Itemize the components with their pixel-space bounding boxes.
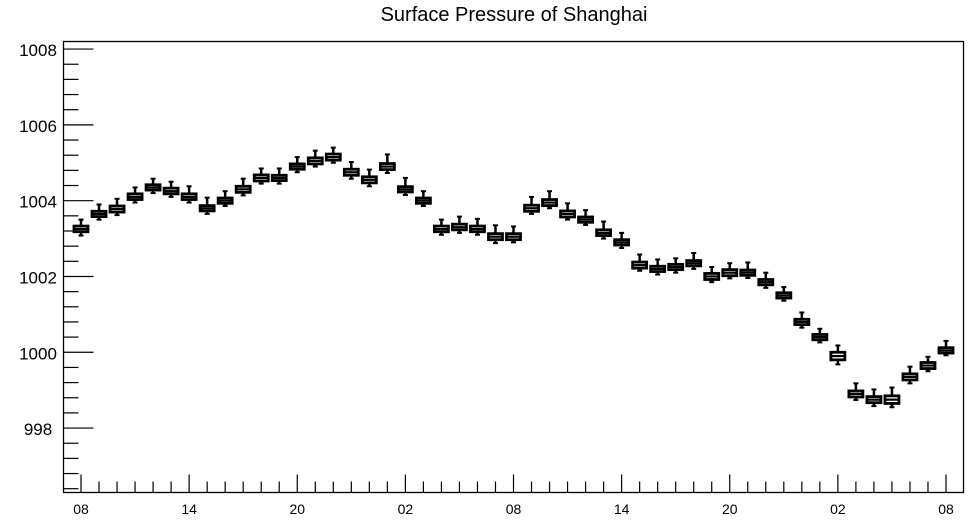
box-plot xyxy=(198,196,216,215)
x-tick-label: 20 xyxy=(722,501,738,517)
box-plot xyxy=(739,261,757,279)
plot-frame xyxy=(62,40,965,494)
box-plot xyxy=(162,180,180,198)
box-plot xyxy=(342,161,360,180)
x-tick-label: 02 xyxy=(398,501,414,517)
box-plot xyxy=(865,388,883,408)
y-tick-label: 1002 xyxy=(19,268,57,287)
box-plot xyxy=(90,203,108,221)
box-plot xyxy=(108,197,126,217)
box-plot xyxy=(216,190,234,207)
box-plot xyxy=(595,220,613,240)
x-axis: 08 14 20 02 08 14 20 02 08 xyxy=(73,474,954,517)
box-plot xyxy=(433,218,450,236)
chart-title: Surface Pressure of Shanghai xyxy=(380,4,648,26)
box-plot xyxy=(541,190,558,210)
box-plot xyxy=(360,168,378,188)
box-series xyxy=(72,146,955,409)
box-plot xyxy=(613,231,631,250)
box-plot xyxy=(72,218,90,237)
box-plot xyxy=(703,266,721,284)
box-plot xyxy=(288,156,306,174)
box-plot xyxy=(270,167,288,185)
x-tick-label: 08 xyxy=(938,501,954,517)
box-plot xyxy=(829,344,847,366)
box-plot xyxy=(667,257,685,274)
box-plot xyxy=(396,176,414,196)
x-tick-label: 14 xyxy=(614,501,630,517)
box-plot xyxy=(306,149,324,168)
x-tick-label: 14 xyxy=(181,501,197,517)
y-tick-label: 998 xyxy=(24,420,52,439)
box-plot xyxy=(631,253,649,272)
box-plot xyxy=(919,355,937,373)
box-plot xyxy=(487,224,504,245)
box-plot xyxy=(180,185,198,204)
box-plot xyxy=(252,167,270,185)
box-plot xyxy=(811,327,829,344)
y-tick-label: 1006 xyxy=(19,117,57,136)
box-plot xyxy=(937,339,955,357)
box-plot xyxy=(451,215,468,234)
box-plot xyxy=(685,251,703,270)
box-plot xyxy=(378,153,396,175)
box-plot xyxy=(126,186,144,204)
box-plot xyxy=(757,271,775,289)
x-tick-label: 08 xyxy=(73,501,89,517)
box-plot xyxy=(775,286,793,302)
box-plot xyxy=(469,217,486,236)
x-tick-label: 08 xyxy=(506,501,522,517)
y-tick-label: 1000 xyxy=(19,344,57,363)
box-plot xyxy=(559,202,576,221)
box-plot xyxy=(324,146,342,164)
box-plot xyxy=(577,209,594,226)
box-plot xyxy=(144,177,162,195)
box-plot xyxy=(847,382,865,402)
box-plot xyxy=(793,311,811,329)
y-tick-label: 1004 xyxy=(19,193,57,212)
y-axis: 998 1000 1002 1004 1006 1008 xyxy=(19,41,94,490)
box-plot xyxy=(234,177,252,197)
box-plot xyxy=(414,190,432,207)
box-plot xyxy=(505,225,522,244)
box-plot xyxy=(883,386,901,409)
x-tick-label: 02 xyxy=(830,501,846,517)
box-plot xyxy=(721,262,739,280)
box-plot xyxy=(523,195,540,215)
box-plot xyxy=(649,258,667,276)
y-tick-label: 1008 xyxy=(19,41,57,60)
x-tick-label: 20 xyxy=(289,501,305,517)
box-plot xyxy=(901,365,919,385)
